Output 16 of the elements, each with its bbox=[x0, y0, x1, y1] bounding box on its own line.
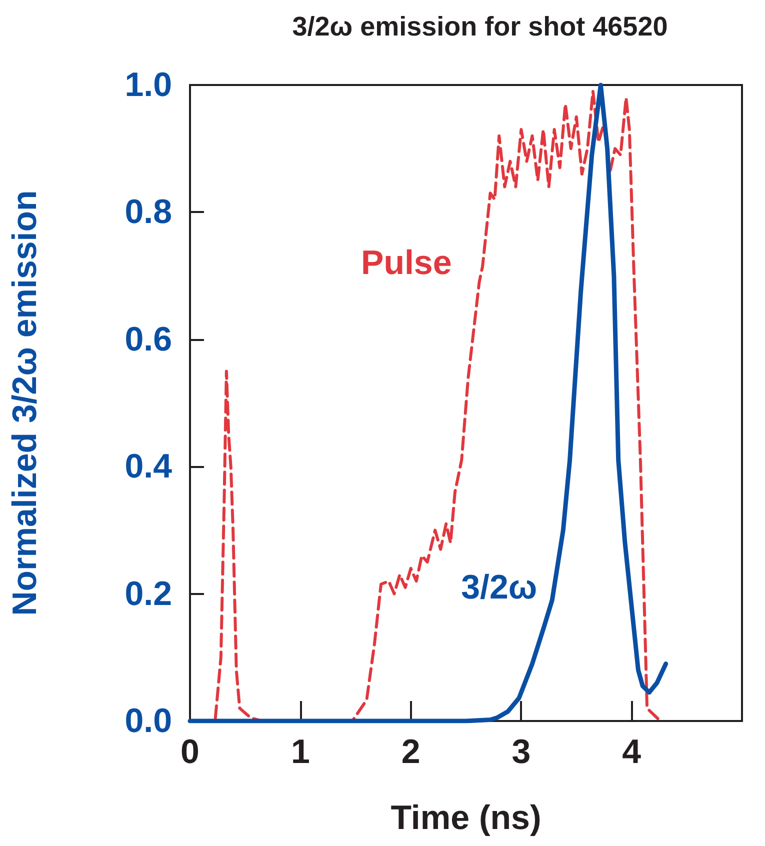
y-tick-label: 0.2 bbox=[124, 574, 172, 613]
x-tick-label: 3 bbox=[512, 733, 531, 771]
y-tick-label: 0.0 bbox=[124, 702, 172, 740]
series-label: Pulse bbox=[361, 244, 452, 282]
y-tick-label: 1.0 bbox=[124, 66, 172, 104]
x-tick-label: 4 bbox=[622, 733, 642, 771]
series-label: 3/2ω bbox=[461, 568, 538, 606]
x-axis-title: Time (ns) bbox=[390, 799, 542, 837]
x-tick-label: 0 bbox=[180, 733, 200, 771]
y-axis-title: Normalized 3/2ω emission bbox=[6, 190, 44, 616]
y-tick-label: 0.8 bbox=[124, 193, 172, 232]
y-tick-label: 0.4 bbox=[124, 448, 172, 486]
chart-title: 3/2ω emission for shot 46520 bbox=[292, 12, 668, 42]
y-tick-label: 0.6 bbox=[124, 320, 172, 358]
x-tick-label: 1 bbox=[290, 733, 310, 771]
x-tick-label: 2 bbox=[401, 733, 420, 771]
